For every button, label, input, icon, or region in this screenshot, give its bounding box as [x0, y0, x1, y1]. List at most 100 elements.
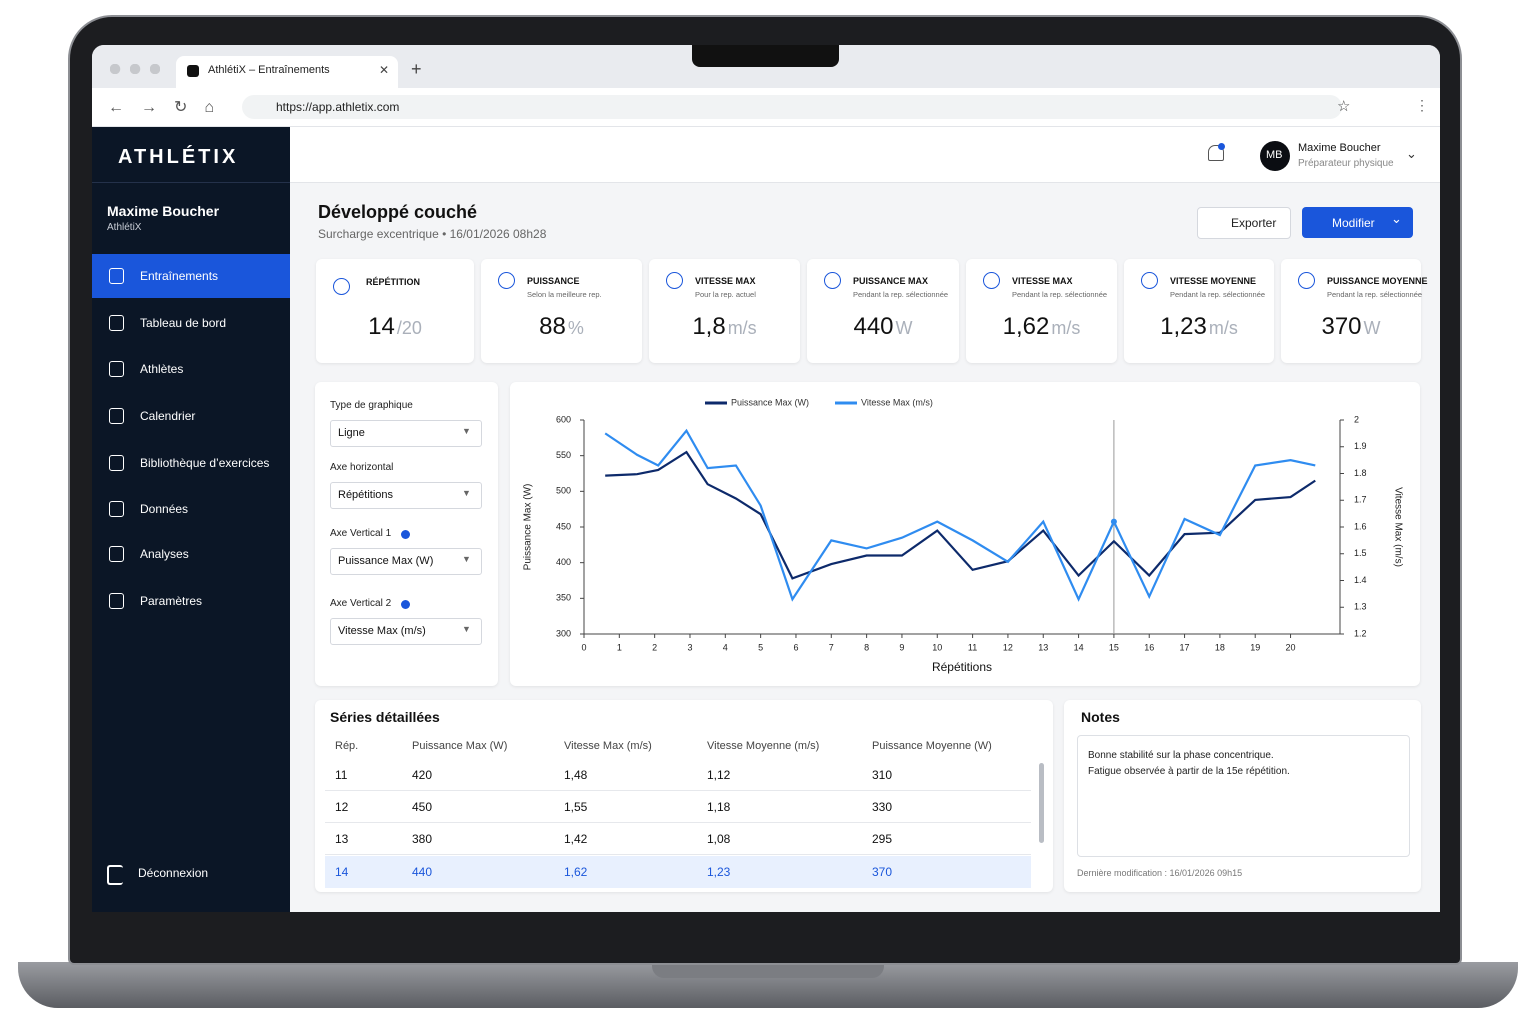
- table-cell: 370: [872, 865, 893, 879]
- chart: 0 1 2 3 4 5 6 7 8 9 10 11 12 13 14 15 16 17 18 19 2030035040…: [523, 397, 1404, 674]
- x-tick-label: 10: [932, 642, 942, 652]
- kpi-value: 440 W: [807, 313, 959, 341]
- header-chevron[interactable]: ⌄: [1406, 146, 1417, 161]
- x-tick-label: 5: [758, 642, 763, 652]
- avatar-initials: MB: [1266, 149, 1283, 161]
- control-label: Axe horizontal: [330, 462, 394, 473]
- kpi-unit: m/s: [1051, 318, 1081, 338]
- scrollbar[interactable]: [1039, 763, 1044, 843]
- kpi-icon: [983, 272, 1000, 289]
- nav-buttons[interactable]: ←→↻⌂: [108, 99, 232, 116]
- export-button[interactable]: [1197, 207, 1291, 239]
- nav-item[interactable]: Analyses: [140, 547, 189, 561]
- table-cell: 12: [335, 800, 349, 814]
- table-cell: 1,42: [564, 832, 588, 846]
- nav-item[interactable]: Tableau de bord: [140, 316, 227, 330]
- x-tick-label: 6: [793, 642, 798, 652]
- nav-item[interactable]: Athlètes: [140, 362, 184, 376]
- kpi-unit: W: [1363, 318, 1381, 338]
- table-header: Vitesse Moyenne (m/s): [707, 740, 820, 752]
- kpi-number: 370: [1321, 313, 1362, 340]
- note-line: Fatigue observée à partir de la 15e répé…: [1088, 766, 1290, 777]
- nav-icon: [109, 268, 124, 284]
- series-line: [605, 450, 1316, 580]
- kpi-label: VITESSE MOYENNE: [1170, 276, 1257, 286]
- table-cell: 450: [412, 800, 433, 814]
- control-label: Axe Vertical 2: [330, 598, 392, 609]
- cursor-point: [1110, 518, 1117, 525]
- nav-active: [92, 254, 290, 298]
- kpi-label: VITESSE MAX: [695, 276, 756, 286]
- table-header: Puissance Max (W): [412, 740, 508, 752]
- avatar[interactable]: [1260, 141, 1290, 171]
- select-value: Vitesse Max (m/s): [338, 625, 426, 637]
- nav-item[interactable]: Calendrier: [140, 409, 196, 423]
- axis-dot: [401, 600, 410, 609]
- y2-tick-label: 1.9: [1354, 441, 1367, 451]
- control-label: Type de graphique: [330, 400, 413, 411]
- table-cell: 295: [872, 832, 893, 846]
- select-value: Répétitions: [338, 489, 394, 501]
- kpi-label: PUISSANCE MOYENNE: [1327, 276, 1428, 286]
- y2-tick-label: 1.5: [1354, 548, 1367, 558]
- select[interactable]: [330, 548, 482, 575]
- kpi-icon: [498, 272, 515, 289]
- tab-close[interactable]: ✕: [379, 63, 390, 77]
- kpi-value: 1,8 m/s: [649, 313, 800, 341]
- nav-item[interactable]: Paramètres: [140, 594, 203, 608]
- select[interactable]: [330, 482, 482, 509]
- x-tick-label: 2: [652, 642, 657, 652]
- y2-tick-label: 2: [1354, 414, 1359, 424]
- kpi-sub: Pendant la rep. sélectionnée: [853, 290, 949, 299]
- table-cell: 1,08: [707, 832, 731, 846]
- selected-row[interactable]: [325, 856, 1031, 888]
- table-cell: 1,18: [707, 800, 731, 814]
- nav-icon: [109, 408, 124, 424]
- bookmark[interactable]: ☆: [1337, 98, 1351, 115]
- x-tick-label: 0: [581, 642, 586, 652]
- nav-icon: [109, 455, 124, 471]
- logout[interactable]: Déconnexion: [138, 866, 209, 880]
- notes-panel: [1064, 700, 1421, 892]
- select[interactable]: [330, 420, 482, 447]
- tab[interactable]: [176, 56, 398, 88]
- edit-label: Modifier: [1332, 216, 1375, 230]
- nav-icon: [109, 501, 124, 517]
- kpi-number: 440: [853, 313, 894, 340]
- nav-icon: [109, 361, 124, 377]
- kpi-sub: Pendant la rep. sélectionnée: [1170, 290, 1266, 299]
- table-cell: 1,48: [564, 768, 588, 782]
- kpi-label: PUISSANCE MAX: [853, 276, 929, 286]
- new-tab[interactable]: +: [411, 59, 422, 79]
- url-field[interactable]: [242, 95, 1342, 119]
- nav-item[interactable]: Entraînements: [140, 269, 219, 283]
- x-tick-label: 9: [899, 642, 904, 652]
- table-cell: 310: [872, 768, 893, 782]
- brand: ATHLÉTIX: [118, 146, 239, 168]
- menu[interactable]: ⋮: [1415, 97, 1429, 113]
- select[interactable]: [330, 618, 482, 645]
- table-title: Séries détaillées: [330, 709, 440, 725]
- note-line: Bonne stabilité sur la phase concentriqu…: [1088, 750, 1274, 761]
- tab-title: AthlétiX – Entraînements: [208, 64, 330, 76]
- x-tick-label: 7: [829, 642, 834, 652]
- kpi-unit: W: [895, 318, 913, 338]
- y2-tick-label: 1.4: [1354, 575, 1367, 585]
- nav-item[interactable]: Données: [140, 502, 189, 516]
- url: https://app.athletix.com: [276, 100, 400, 114]
- edit-chevron: ⌄: [1391, 211, 1402, 226]
- table-cell: 1,23: [707, 865, 731, 879]
- kpi-value: 1,62 m/s: [966, 313, 1117, 341]
- notes-box[interactable]: [1077, 735, 1410, 857]
- y-tick-label: 350: [556, 593, 571, 603]
- y2-tick-label: 1.2: [1354, 628, 1367, 638]
- row-divider: [325, 854, 1031, 855]
- edit-button[interactable]: [1302, 207, 1413, 238]
- kpi-label: RÉPÉTITION: [366, 277, 421, 287]
- table-cell: 1,12: [707, 768, 731, 782]
- bell[interactable]: [1208, 145, 1224, 161]
- window-dots: [110, 64, 160, 74]
- x-tick-label: 12: [1003, 642, 1013, 652]
- kpi-value: 370 W: [1281, 313, 1421, 341]
- nav-item[interactable]: Bibliothèque d’exercices: [140, 456, 270, 470]
